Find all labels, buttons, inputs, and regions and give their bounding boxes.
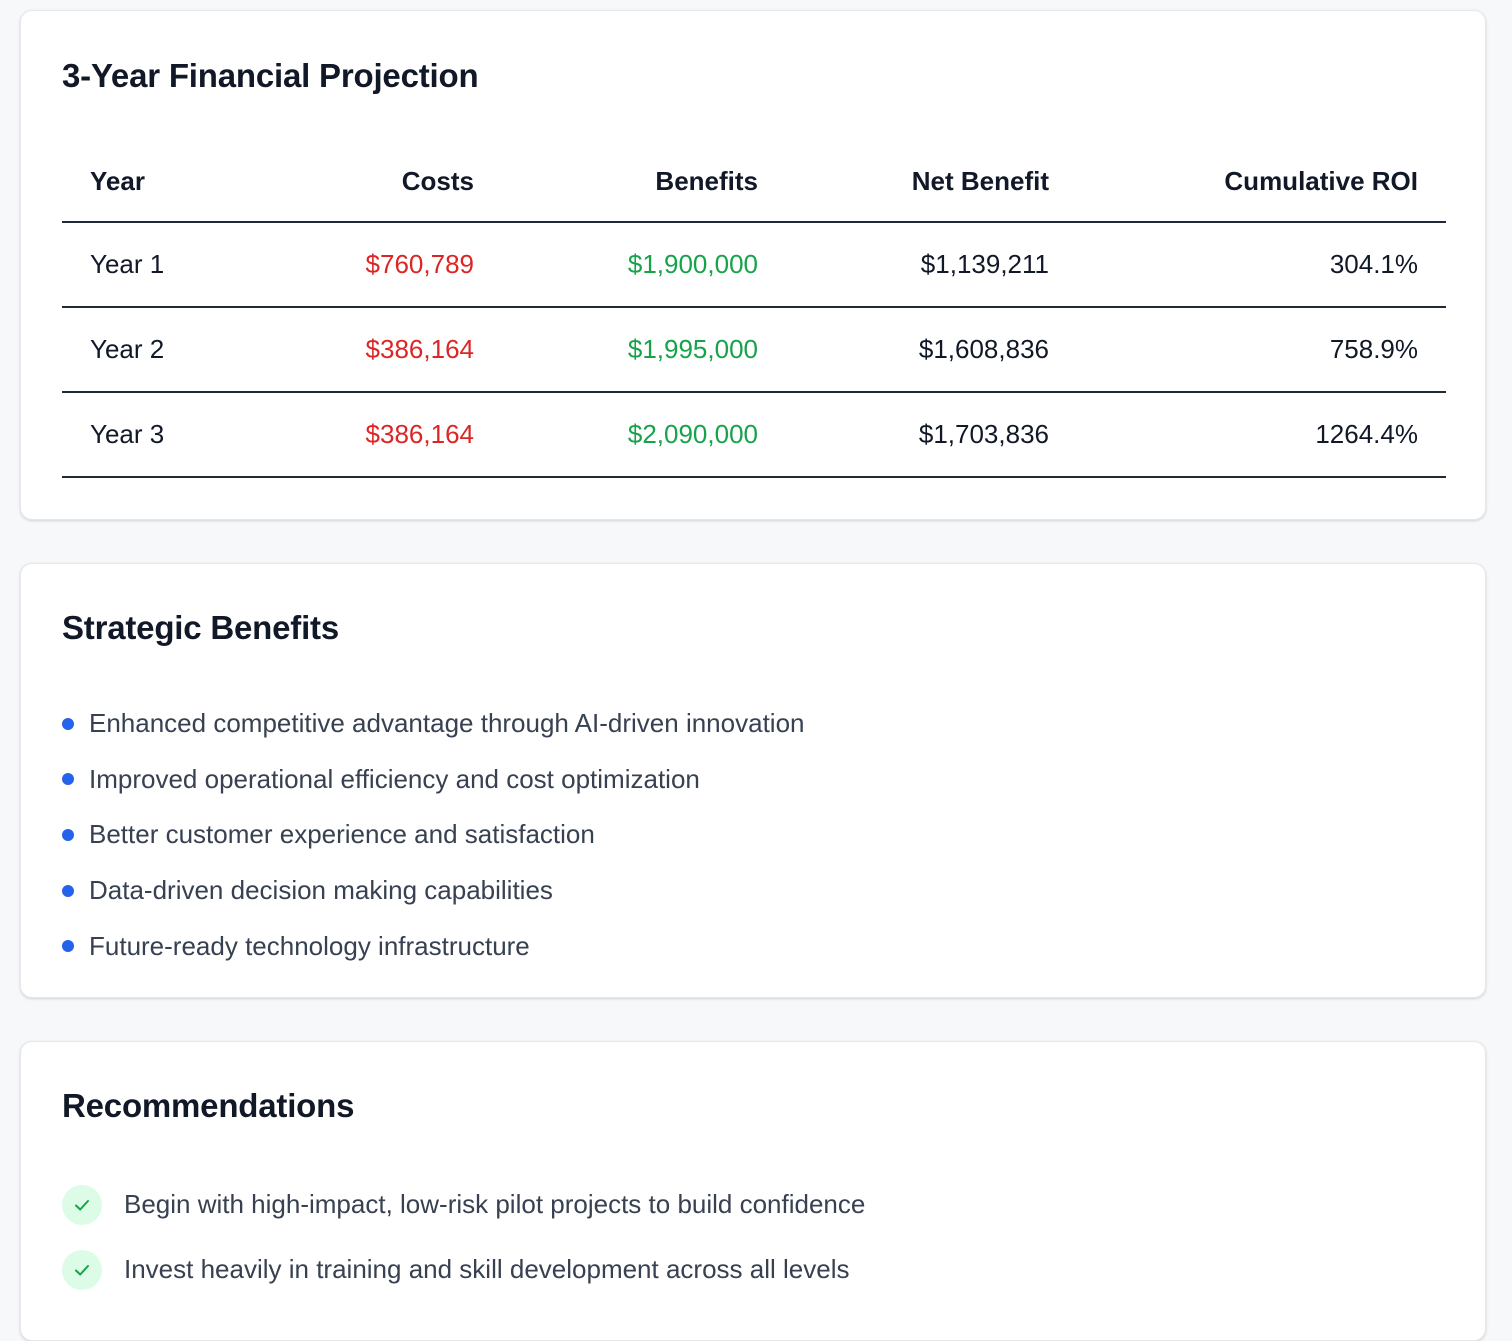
table-row: Year 1 $760,789 $1,900,000 $1,139,211 30… — [62, 223, 1446, 308]
header-benefits: Benefits — [655, 165, 758, 196]
list-item: Data-driven decision making capabilities — [62, 863, 804, 919]
cell-costs: $386,164 — [365, 419, 474, 449]
bullet-dot-icon — [62, 773, 74, 786]
bullet-dot-icon — [62, 884, 74, 897]
check-icon — [62, 1249, 102, 1290]
cell-costs: $760,789 — [365, 249, 474, 279]
cell-costs: $386,164 — [365, 334, 474, 364]
header-cumulative-roi: Cumulative ROI — [1224, 165, 1418, 196]
strategic-benefits-list: Enhanced competitive advantage through A… — [62, 696, 804, 974]
list-item: Future-ready technology infrastructure — [62, 918, 804, 974]
table-row: Year 2 $386,164 $1,995,000 $1,608,836 75… — [62, 308, 1446, 393]
cell-cumulative-roi: 1264.4% — [1315, 419, 1418, 449]
financial-table: Year Costs Benefits Net Benefit Cumulati… — [62, 141, 1446, 478]
benefit-text: Better customer experience and satisfact… — [89, 819, 595, 850]
cell-benefits: $1,900,000 — [627, 249, 758, 279]
financial-projection-title: 3-Year Financial Projection — [62, 57, 479, 94]
list-item: Begin with high-impact, low-risk pilot p… — [62, 1172, 865, 1237]
benefit-text: Improved operational efficiency and cost… — [89, 763, 700, 794]
header-net-benefit: Net Benefit — [911, 165, 1049, 196]
benefit-text: Future-ready technology infrastructure — [89, 930, 530, 961]
recommendations-card: Recommendations Begin with high-impact, … — [20, 1041, 1486, 1341]
recommendations-list: Begin with high-impact, low-risk pilot p… — [62, 1172, 865, 1302]
financial-projection-card: 3-Year Financial Projection Year Costs B… — [20, 10, 1486, 520]
cell-year: Year 1 — [90, 249, 165, 279]
cell-benefits: $1,995,000 — [627, 334, 758, 364]
benefit-text: Enhanced competitive advantage through A… — [89, 708, 805, 739]
recommendation-text: Begin with high-impact, low-risk pilot p… — [124, 1189, 866, 1219]
recommendation-text: Invest heavily in training and skill dev… — [124, 1254, 850, 1284]
list-item: Enhanced competitive advantage through A… — [62, 696, 804, 752]
header-costs: Costs — [401, 165, 474, 196]
benefit-text: Data-driven decision making capabilities — [89, 875, 553, 906]
check-icon — [62, 1184, 102, 1225]
strategic-benefits-card: Strategic Benefits Enhanced competitive … — [20, 563, 1486, 998]
bullet-dot-icon — [62, 717, 74, 730]
recommendations-title: Recommendations — [62, 1087, 355, 1124]
cell-net-benefit: $1,139,211 — [920, 249, 1049, 279]
cell-net-benefit: $1,703,836 — [918, 419, 1049, 449]
table-row: Year 3 $386,164 $2,090,000 $1,703,836 12… — [62, 393, 1446, 478]
table-header-row: Year Costs Benefits Net Benefit Cumulati… — [62, 141, 1446, 223]
cell-year: Year 3 — [90, 419, 165, 449]
cell-net-benefit: $1,608,836 — [918, 334, 1049, 364]
cell-cumulative-roi: 304.1% — [1329, 249, 1418, 279]
list-item: Improved operational efficiency and cost… — [62, 752, 804, 808]
cell-cumulative-roi: 758.9% — [1329, 334, 1418, 364]
cell-benefits: $2,090,000 — [627, 419, 758, 449]
bullet-dot-icon — [62, 940, 74, 953]
bullet-dot-icon — [62, 828, 74, 841]
cell-year: Year 2 — [90, 334, 165, 364]
strategic-benefits-title: Strategic Benefits — [62, 609, 339, 646]
header-year: Year — [90, 165, 145, 196]
list-item: Invest heavily in training and skill dev… — [62, 1237, 865, 1302]
list-item: Better customer experience and satisfact… — [62, 807, 804, 863]
